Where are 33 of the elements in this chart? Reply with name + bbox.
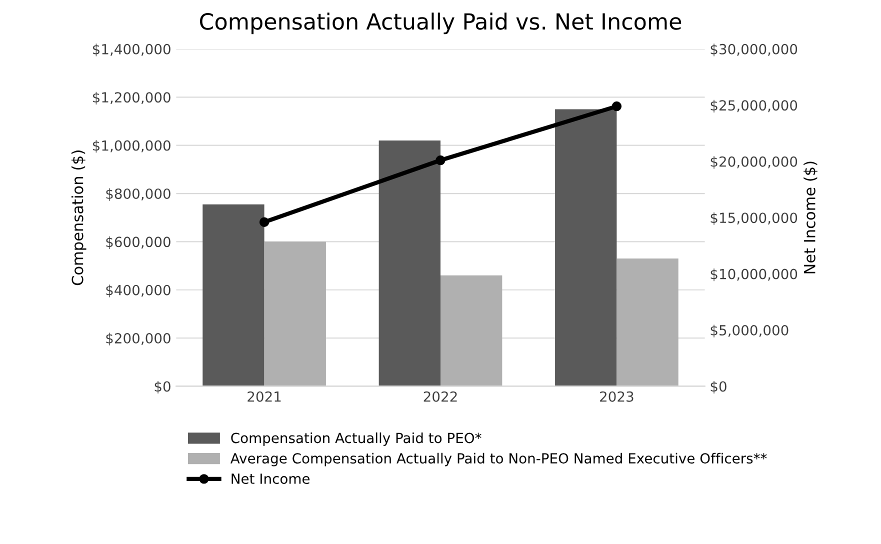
x-tick-label: 2021 [248,391,281,402]
point [259,217,270,227]
chart-title: Compensation Actually Paid vs. Net Income [200,12,682,34]
y-tick-label: $200,000 [106,332,170,346]
y-tick-label: $1,000,000 [92,140,170,153]
bar [440,275,502,386]
legend-label: Net Income [232,474,310,484]
y2-axis-title: Net Income ($) [804,162,818,274]
bar [616,258,678,386]
y-axis-title: Compensation ($) [71,150,86,286]
bar [264,242,326,386]
y2-tick-label: $30,000,000 [710,44,798,56]
legend-label: Average Compensation Actually Paid to Non-PEO Named Executive Officers** [230,452,767,466]
bar [202,204,264,386]
y-tick-label: $600,000 [106,236,170,250]
bar [555,109,617,386]
y-tick-label: $800,000 [106,188,170,201]
legend-label: Compensation Actually Paid to PEO* [231,432,482,446]
y2-tick-label: $10,000,000 [710,268,798,282]
point [612,101,622,112]
y2-tick-label: $25,000,000 [710,100,798,112]
y2-tick-label: $15,000,000 [710,212,798,225]
y-tick-label: $1,400,000 [92,44,170,56]
point [436,155,446,166]
y2-tick-label: $5,000,000 [710,324,788,338]
y-tick-label: $1,200,000 [92,92,170,104]
y-tick-label: $400,000 [106,284,170,298]
y2-tick-label: $0 [710,380,726,394]
y2-tick-label: $20,000,000 [710,156,798,169]
y-tick-label: $0 [154,380,170,394]
bar [378,140,440,386]
x-tick-label: 2022 [424,391,457,402]
x-tick-label: 2023 [600,391,634,402]
